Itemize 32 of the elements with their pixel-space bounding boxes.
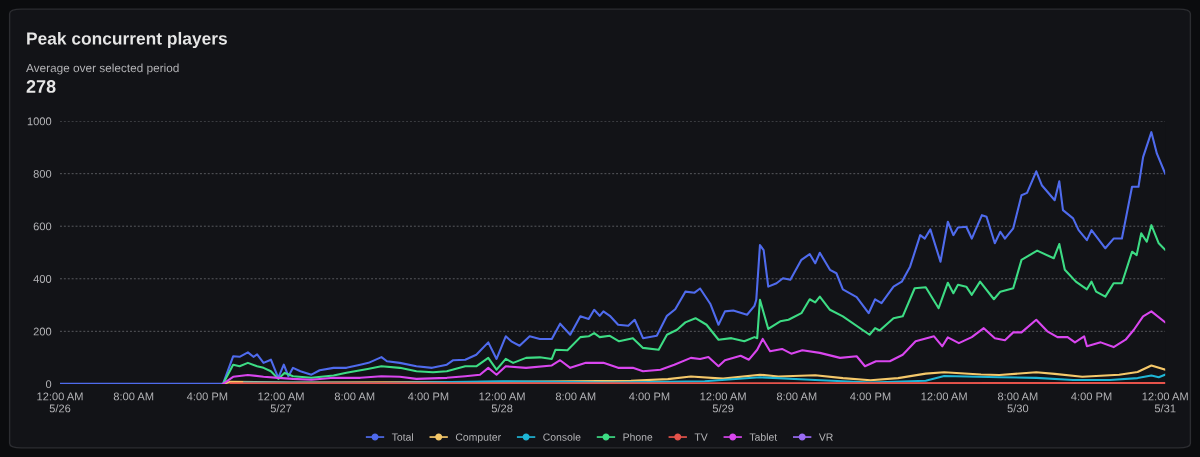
legend-label: Console [543,433,581,441]
y-tick-label: 200 [33,327,52,336]
y-tick-label: 400 [33,275,52,283]
y-tick-label: 1000 [27,117,52,126]
legend-label: Total [391,433,413,441]
legend-label: VR [818,433,833,441]
legend-label: TV [694,433,708,441]
x-tick-label: 8:00 AM [776,392,817,401]
x-tick-label: 8:00 AM [113,392,154,401]
x-tick-label: 12:00 AM 5/26 [37,392,83,413]
legend-label: Tablet [749,433,778,441]
legend-label: Computer [455,433,501,443]
y-tick-label: 0 [45,380,52,389]
x-tick-label: 8:00 AM 5/30 [997,392,1038,413]
x-tick-label: 12:00 AM 5/28 [479,392,525,413]
x-tick-label: 4:00 PM [186,392,228,401]
x-tick-label: 4:00 PM [629,392,670,401]
legend-label: Phone [623,433,653,441]
x-tick-label: 12:00 AM [921,392,967,401]
y-tick-label: 800 [33,169,52,178]
x-tick-label: 4:00 PM [850,392,891,401]
text: 278 [26,80,56,93]
x-tick-label: 12:00 AM 5/27 [258,392,304,413]
chart-title: Peak concurrent players [27,31,227,49]
x-tick-label: 8:00 AM [334,392,375,401]
chart-subtitle: Average over selected period [26,63,179,75]
y-tick-label: 600 [33,222,52,231]
x-tick-label: 12:00 AM 5/29 [700,392,746,413]
x-tick-label: 8:00 AM [555,392,596,401]
x-tick-label: 12:00 AM 5/31 [1142,392,1188,413]
x-tick-label: 4:00 PM [407,392,449,401]
x-tick-label: 4:00 PM [1071,392,1112,401]
